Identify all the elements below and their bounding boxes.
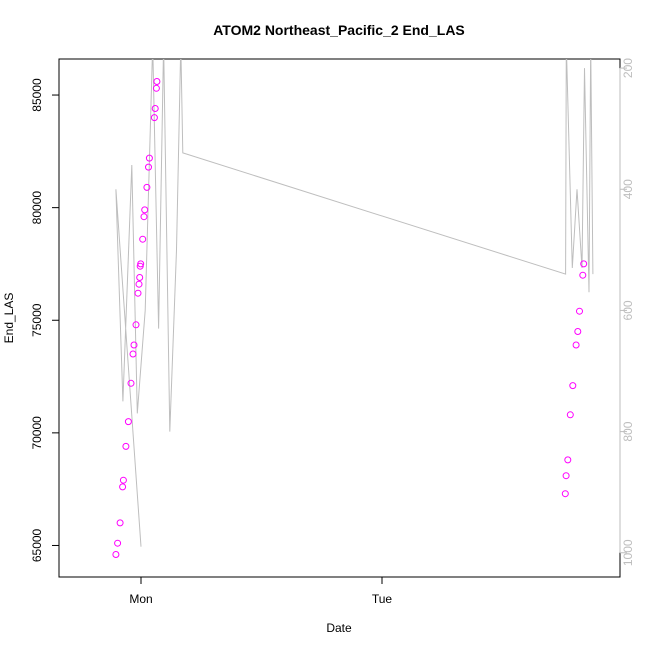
series-points-layer (112, 78, 588, 558)
y-right-tick-label: 400 (621, 179, 635, 199)
data-point (576, 307, 583, 315)
data-point (580, 260, 588, 268)
data-point (574, 328, 582, 335)
data-point (119, 476, 127, 484)
data-point (143, 183, 151, 191)
y-right-tick-label: 200 (621, 58, 635, 78)
data-point (134, 289, 142, 297)
y-axis-label: End_LAS (2, 293, 16, 344)
x-axis-label: Date (326, 621, 352, 635)
y-tick-label: 75000 (30, 303, 44, 337)
chart-title: ATOM2 Northeast_Pacific_2 End_LAS (213, 22, 465, 38)
data-point (150, 114, 158, 122)
data-point (152, 84, 160, 92)
plot-box (58, 58, 621, 578)
y-right-tick-label: 1000 (621, 539, 635, 566)
data-point (114, 539, 122, 547)
data-point (153, 78, 161, 85)
data-point (564, 456, 572, 464)
y-axis-left: 65000 70000 75000 80000 85000 (30, 78, 60, 562)
data-point (145, 154, 153, 162)
data-point (127, 379, 135, 387)
data-point (116, 519, 124, 527)
series-line (115, 59, 594, 547)
data-point (569, 382, 577, 390)
data-point (124, 418, 132, 426)
data-point (145, 163, 152, 171)
y-tick-label: 80000 (30, 191, 44, 225)
y-tick-label: 65000 (30, 528, 44, 562)
y-tick-label: 70000 (30, 416, 44, 450)
y-right-tick-label: 800 (621, 421, 635, 441)
data-point (136, 274, 144, 281)
data-point (129, 350, 137, 358)
x-tick-label: Mon (129, 592, 152, 606)
data-point (151, 105, 159, 112)
x-tick-label: Tue (372, 592, 393, 606)
data-point (140, 213, 148, 221)
data-point (141, 206, 149, 214)
data-point (122, 442, 130, 450)
series-line-layer (115, 59, 594, 547)
data-point (137, 260, 145, 268)
y-right-tick-label: 600 (621, 300, 635, 320)
data-point (561, 490, 569, 498)
data-point (562, 472, 570, 480)
data-point (130, 341, 138, 349)
data-point (119, 483, 127, 491)
data-point (135, 280, 143, 288)
x-axis: Mon Tue (129, 576, 393, 606)
y-axis-right: 200 400 600 800 1000 (619, 58, 635, 566)
data-point (579, 271, 587, 279)
data-point (132, 321, 140, 329)
data-point (112, 551, 120, 558)
data-point (139, 235, 147, 243)
data-point (566, 411, 574, 419)
data-point (572, 341, 580, 349)
y-tick-label: 85000 (30, 78, 44, 112)
